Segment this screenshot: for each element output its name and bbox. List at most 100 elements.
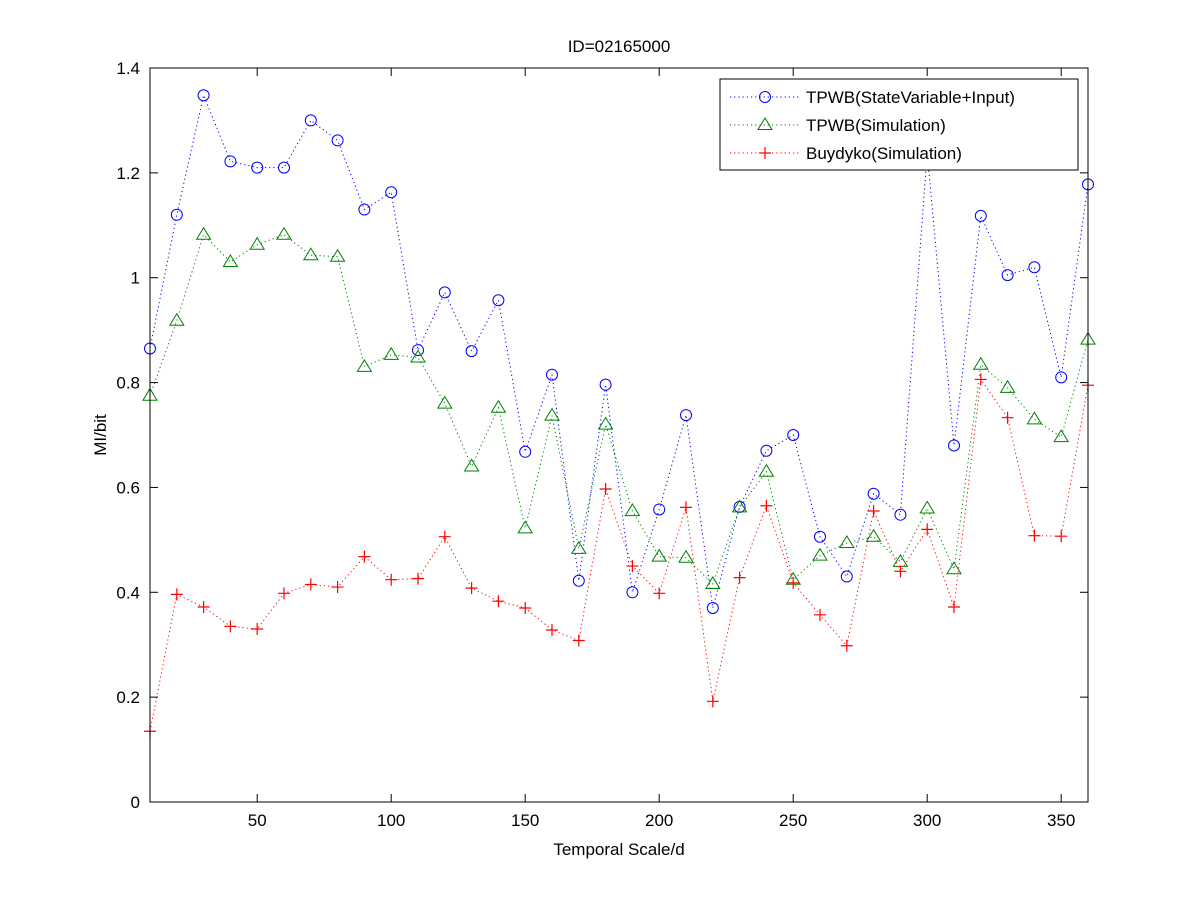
data-point-s2-20 [651, 548, 668, 562]
axes-box [149, 67, 1089, 803]
data-point-s3-19 [626, 560, 639, 573]
series-1 [144, 89, 1094, 615]
legend-marker-2 [757, 117, 773, 131]
legend-label-3: Buydyko(Simulation) [806, 144, 962, 163]
data-point-s1-26 [814, 530, 826, 543]
data-point-s3-8 [331, 581, 344, 594]
data-point-s3-26 [814, 608, 826, 621]
data-point-s1-5 [251, 161, 264, 174]
x-tick-label-7: 350 [1047, 811, 1075, 830]
data-point-s3-9 [358, 550, 371, 563]
x-tick-label-6: 300 [913, 811, 941, 830]
legend-label-2: TPWB(Simulation) [806, 116, 946, 135]
data-point-s3-16 [546, 624, 558, 637]
axes-layer: 50 100 150 200 250 300 350 0 0.2 0.4 0.6 0.8 1 1.2 1.4 [116, 59, 1089, 830]
data-point-s2-9 [356, 358, 373, 372]
data-point-s2-12 [436, 395, 453, 409]
y-tick-label-8: 1.4 [116, 59, 140, 78]
data-point-s2-11 [410, 349, 426, 363]
data-point-s1-29 [894, 508, 907, 521]
data-point-s2-19 [624, 503, 641, 517]
data-point-s3-18 [599, 483, 612, 496]
data-point-s3-17 [572, 634, 585, 647]
data-point-s2-33 [999, 379, 1016, 393]
data-point-s3-6 [278, 587, 290, 600]
data-point-s2-18 [597, 416, 614, 430]
data-point-s1-11 [412, 344, 424, 357]
data-point-s2-24 [758, 463, 775, 477]
data-point-s2-31 [946, 561, 962, 575]
series-3 [144, 373, 1094, 738]
data-point-s1-4 [224, 155, 237, 168]
data-point-s2-27 [838, 535, 855, 549]
data-point-s1-3 [197, 89, 210, 102]
data-point-s2-32 [972, 356, 989, 370]
data-point-s3-30 [921, 523, 934, 536]
data-point-s1-9 [358, 203, 371, 216]
data-point-s1-34 [1028, 261, 1041, 274]
data-point-s3-21 [680, 501, 692, 514]
data-point-s3-20 [653, 587, 666, 600]
data-point-s1-13 [465, 345, 478, 358]
data-point-s1-20 [653, 503, 666, 516]
legend-marker-1 [759, 91, 771, 103]
x-tick-label-3: 150 [511, 811, 539, 830]
data-point-s2-4 [222, 254, 239, 268]
data-point-s3-13 [465, 582, 478, 595]
data-point-s1-22 [706, 602, 719, 615]
data-point-s3-24 [760, 499, 773, 512]
data-point-s1-16 [546, 368, 558, 381]
data-point-s3-5 [251, 622, 264, 635]
data-point-s2-8 [329, 248, 346, 262]
x-tick-label-4: 200 [645, 811, 673, 830]
data-point-s1-12 [438, 286, 451, 299]
data-point-s2-30 [919, 500, 936, 514]
y-tick-label-2: 0.2 [116, 688, 140, 707]
x-tick-label-2: 100 [377, 811, 405, 830]
series-layer [142, 89, 1096, 738]
legend-marker-3 [759, 147, 771, 159]
series-2 [142, 226, 1096, 589]
data-point-s2-6 [276, 226, 292, 240]
data-point-s1-14 [492, 294, 505, 307]
data-point-s3-3 [197, 600, 210, 613]
data-point-s2-13 [463, 458, 480, 472]
data-point-s3-22 [706, 695, 719, 708]
x-axis-label: Temporal Scale/d [553, 840, 684, 859]
data-point-s2-10 [383, 346, 400, 360]
legend-box [719, 78, 1079, 171]
data-point-s3-25 [787, 576, 800, 589]
y-axis-label: MI/bit [91, 414, 110, 456]
data-point-s2-17 [570, 540, 587, 554]
data-point-s1-24 [760, 444, 773, 457]
data-point-s3-29 [894, 565, 907, 578]
x-tick-label-1: 50 [248, 811, 267, 830]
data-point-s3-34 [1028, 529, 1041, 542]
data-point-s2-34 [1026, 411, 1043, 425]
data-point-s2-3 [195, 226, 212, 240]
data-point-s2-16 [544, 407, 560, 421]
legend-label-1: TPWB(StateVariable+Input) [806, 88, 1015, 107]
data-point-s1-18 [599, 378, 612, 391]
data-point-s2-14 [490, 399, 507, 413]
y-tick-label-3: 0.4 [116, 583, 140, 602]
data-point-s3-35 [1055, 530, 1068, 543]
data-point-s1-6 [278, 161, 290, 174]
data-point-s3-15 [519, 602, 532, 615]
data-point-s2-26 [812, 547, 828, 561]
data-point-s2-23 [731, 499, 748, 513]
data-point-s2-28 [865, 528, 882, 542]
data-point-s2-2 [168, 312, 185, 326]
data-point-s3-4 [224, 620, 237, 633]
data-point-s1-17 [572, 574, 585, 587]
data-point-s1-32 [974, 209, 987, 222]
data-point-s3-28 [867, 505, 880, 518]
data-point-s1-8 [331, 134, 344, 147]
legend: TPWB(StateVariable+Input) TPWB(Simulation… [719, 78, 1079, 171]
data-point-s1-31 [948, 439, 960, 452]
data-point-s1-33 [1001, 269, 1014, 282]
data-point-s3-23 [733, 571, 746, 584]
data-point-s2-5 [249, 236, 266, 250]
y-tick-label-5: 0.8 [116, 374, 140, 393]
